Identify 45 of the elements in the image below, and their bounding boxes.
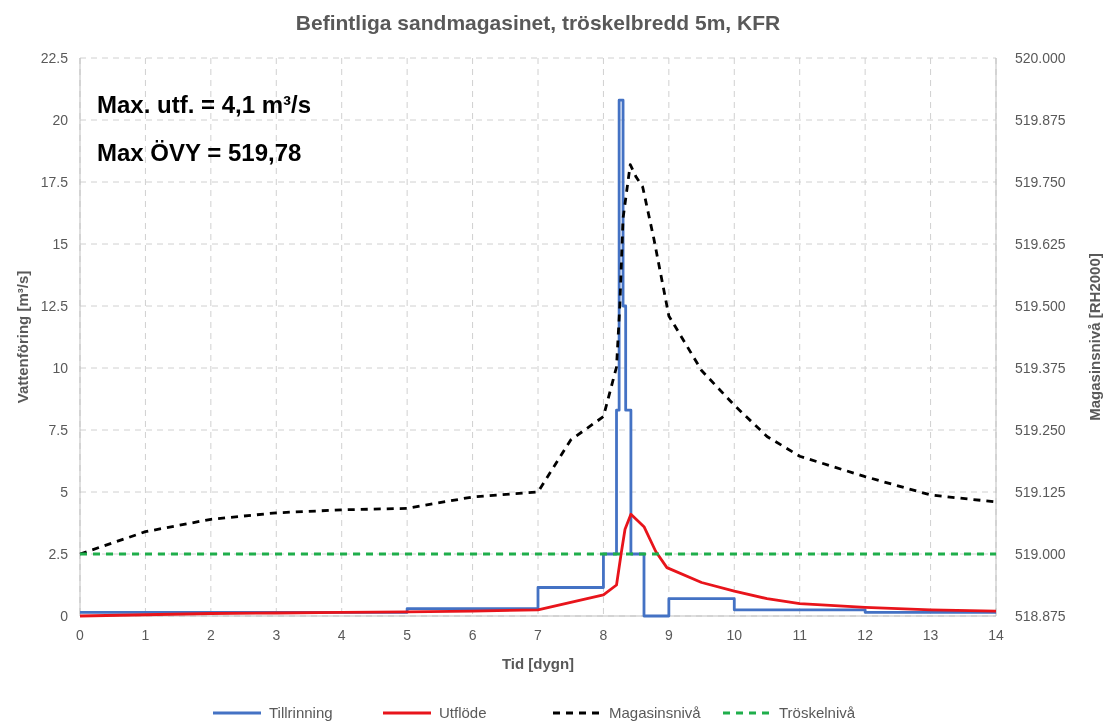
x-tick-label: 1 [141,627,150,643]
annotation: Max ÖVY = 519,78 [97,139,302,166]
y-tick-label: 22.5 [40,50,69,66]
y-tick-label: 5 [60,484,69,500]
x-axis-title: Tid [dygn] [501,655,575,672]
x-tick-label: 8 [599,627,608,643]
annotation: Max. utf. = 4,1 m³/s [97,91,312,118]
x-tick-label: 6 [468,627,477,643]
legend-label: Tillrinning [269,704,333,721]
y-axis-title: Vattenföring [m³/s] [14,270,31,404]
legend-label: Magasinsnivå [609,704,702,721]
y2-tick-label: 518.875 [1015,608,1066,624]
x-tick-label: 14 [988,627,1004,643]
y-tick-label: 17.5 [40,174,69,190]
y2-tick-label: 519.375 [1015,360,1066,376]
x-tick-label: 7 [534,627,543,643]
y-tick-label: 12.5 [40,298,69,314]
legend-label: Utflöde [439,704,487,721]
x-tick-label: 3 [272,627,281,643]
x-tick-label: 12 [857,627,874,643]
chart-title: Befintliga sandmagasinet, tröskelbredd 5m, KFR [295,11,781,34]
x-tick-label: 4 [337,627,346,643]
x-tick-label: 11 [792,627,808,643]
x-tick-label: 10 [726,627,743,643]
x-tick-label: 0 [76,627,85,643]
y-tick-label: 0 [60,608,69,624]
y-tick-label: 7.5 [48,422,69,438]
y2-tick-label: 519.750 [1015,174,1066,190]
y-tick-label: 10 [52,360,69,376]
y-tick-label: 2.5 [48,546,69,562]
y-tick-label: 15 [52,236,69,252]
y2-tick-label: 519.500 [1015,298,1066,314]
y2-tick-label: 519.250 [1015,422,1066,438]
y2-axis-title: Magasinsnivå [RH2000] [1086,253,1103,421]
y-tick-label: 20 [52,112,69,128]
legend-label: Tröskelnivå [779,704,856,721]
y2-tick-label: 519.000 [1015,546,1066,562]
y2-tick-label: 520.000 [1015,50,1066,66]
x-tick-label: 13 [922,627,939,643]
y2-tick-label: 519.125 [1015,484,1066,500]
y2-tick-label: 519.625 [1015,236,1066,252]
x-tick-label: 9 [664,627,673,643]
x-tick-label: 5 [403,627,412,643]
x-tick-label: 2 [206,627,215,643]
y2-tick-label: 519.875 [1015,112,1066,128]
